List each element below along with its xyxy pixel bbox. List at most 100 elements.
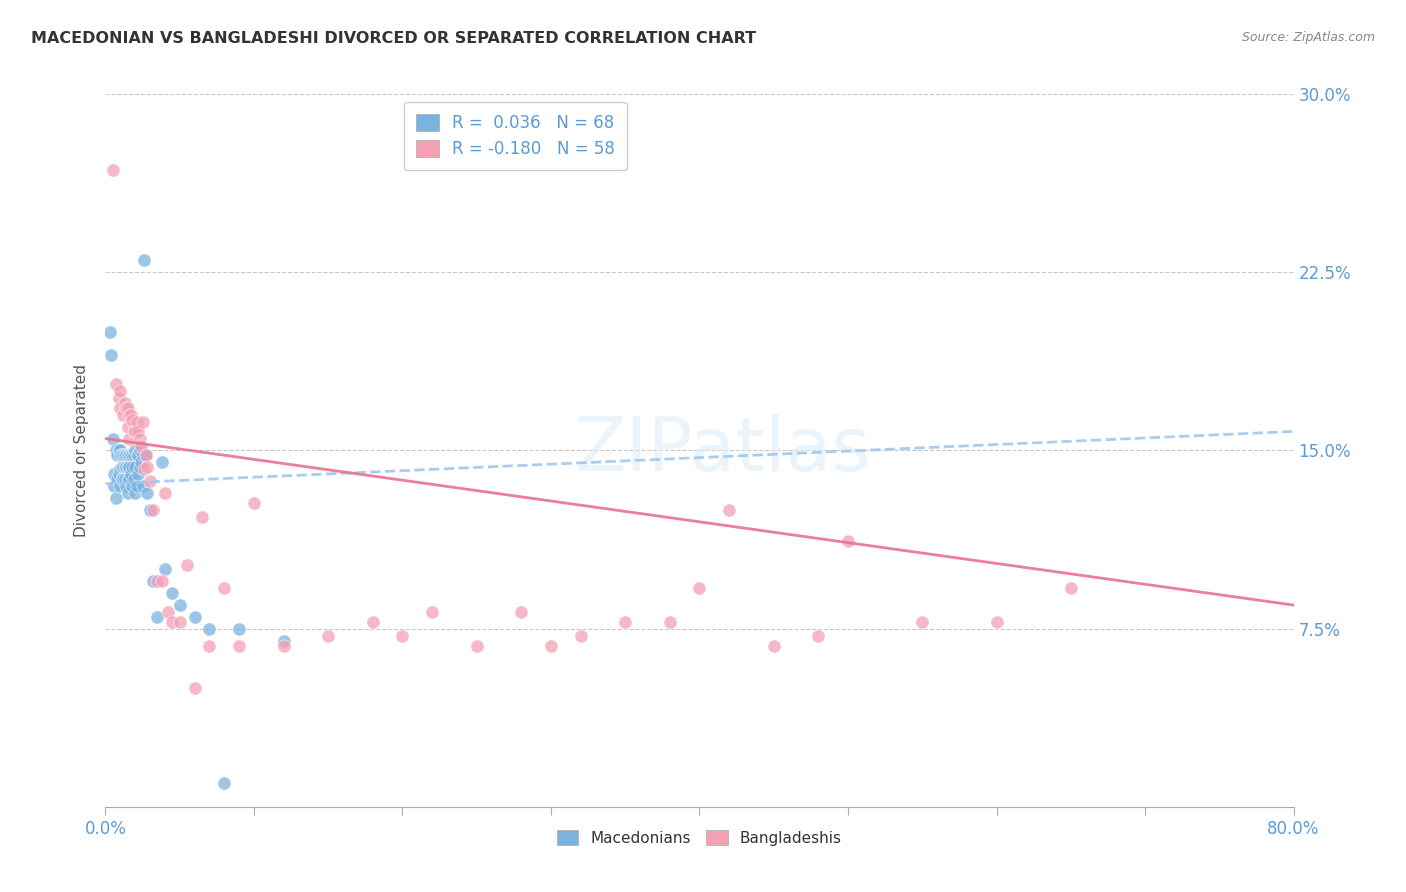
Point	[540, 639, 562, 653]
Point	[465, 639, 488, 653]
Point	[121, 479, 143, 493]
Point	[111, 460, 134, 475]
Point	[718, 503, 741, 517]
Point	[142, 574, 165, 589]
Point	[110, 401, 132, 415]
Point	[125, 479, 148, 493]
Point	[112, 472, 135, 486]
Point	[100, 348, 122, 362]
Point	[762, 639, 785, 653]
Point	[569, 629, 592, 643]
Point	[122, 425, 145, 439]
Point	[146, 574, 169, 589]
Point	[129, 439, 152, 453]
Point	[108, 443, 131, 458]
Point	[121, 412, 143, 426]
Point	[1060, 582, 1083, 596]
Point	[127, 467, 149, 482]
Point	[132, 462, 155, 476]
Point	[115, 479, 138, 493]
Legend: Macedonians, Bangladeshis: Macedonians, Bangladeshis	[550, 822, 849, 853]
Point	[131, 415, 153, 429]
Point	[115, 460, 138, 475]
Point	[689, 582, 711, 596]
Point	[118, 448, 141, 462]
Point	[420, 605, 443, 619]
Point	[129, 455, 152, 469]
Point	[198, 639, 221, 653]
Point	[105, 472, 128, 486]
Point	[127, 448, 149, 462]
Text: MACEDONIAN VS BANGLADESHI DIVORCED OR SEPARATED CORRELATION CHART: MACEDONIAN VS BANGLADESHI DIVORCED OR SE…	[31, 31, 756, 46]
Point	[391, 629, 413, 643]
Point	[162, 615, 184, 629]
Point	[135, 448, 157, 462]
Point	[132, 253, 155, 268]
Point	[124, 486, 146, 500]
Point	[110, 443, 132, 458]
Point	[142, 503, 165, 517]
Point	[198, 622, 221, 636]
Point	[135, 448, 157, 462]
Point	[150, 574, 173, 589]
Point	[103, 479, 125, 493]
Point	[837, 533, 859, 548]
Point	[111, 448, 134, 462]
Point	[121, 448, 143, 462]
Point	[101, 162, 124, 177]
Point	[114, 460, 136, 475]
Point	[114, 396, 136, 410]
Point	[146, 610, 169, 624]
Point	[114, 472, 136, 486]
Point	[128, 460, 150, 475]
Point	[117, 448, 139, 462]
Point	[156, 605, 179, 619]
Point	[108, 391, 131, 405]
Point	[112, 408, 135, 422]
Point	[150, 455, 173, 469]
Point	[214, 776, 236, 790]
Point	[111, 472, 134, 486]
Point	[117, 486, 139, 500]
Point	[115, 401, 138, 415]
Point	[139, 475, 162, 489]
Point	[124, 443, 146, 458]
Point	[162, 586, 184, 600]
Point	[131, 479, 153, 493]
Point	[117, 460, 139, 475]
Point	[316, 629, 339, 643]
Point	[243, 496, 266, 510]
Point	[153, 562, 176, 576]
Point	[125, 415, 148, 429]
Point	[110, 479, 132, 493]
Point	[98, 325, 121, 339]
Point	[136, 460, 159, 475]
Point	[124, 460, 146, 475]
Point	[510, 605, 533, 619]
Point	[101, 432, 124, 446]
Point	[118, 472, 141, 486]
Point	[112, 448, 135, 462]
Point	[117, 472, 139, 486]
Point	[214, 582, 236, 596]
Point	[153, 486, 176, 500]
Point	[110, 448, 132, 462]
Point	[122, 472, 145, 486]
Point	[986, 615, 1008, 629]
Text: ZIPatlas: ZIPatlas	[575, 414, 872, 487]
Point	[183, 610, 205, 624]
Point	[183, 681, 205, 696]
Point	[112, 460, 135, 475]
Point	[658, 615, 681, 629]
Point	[169, 615, 191, 629]
Point	[273, 639, 295, 653]
Point	[105, 448, 128, 462]
Point	[614, 615, 637, 629]
Point	[120, 467, 142, 482]
Point	[114, 448, 136, 462]
Point	[115, 448, 138, 462]
Point	[120, 408, 142, 422]
Point	[128, 443, 150, 458]
Point	[124, 425, 146, 439]
Point	[110, 462, 132, 476]
